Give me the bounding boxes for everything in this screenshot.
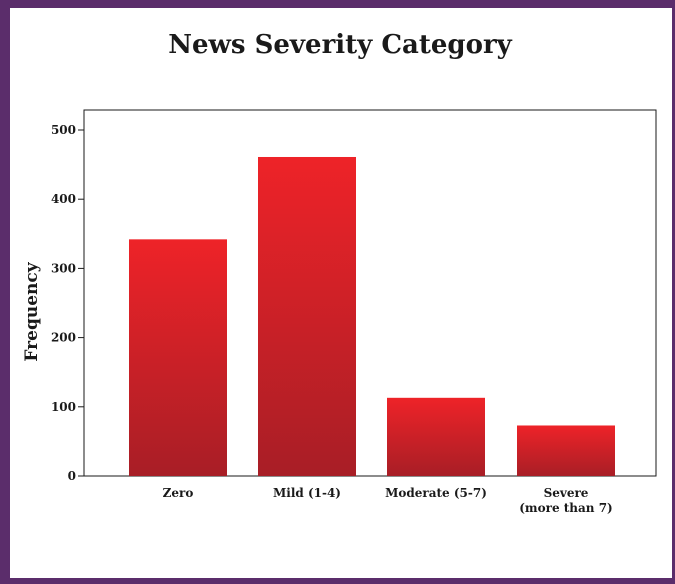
- bar: [517, 425, 615, 476]
- y-tick-label: 400: [51, 192, 76, 206]
- y-tick-label: 200: [51, 331, 76, 345]
- y-tick-label: 0: [68, 469, 76, 483]
- x-tick-label: Severe: [544, 486, 589, 500]
- x-axis: Zero Mild (1-4) Moderate (5-7) Severe(more …: [163, 486, 613, 515]
- plot-area: [83, 109, 657, 477]
- y-tick-label: 500: [51, 123, 76, 137]
- chart-title: News Severity Category: [168, 30, 512, 60]
- x-tick-label: Zero: [163, 486, 194, 500]
- x-tick-label: (more than 7): [519, 501, 613, 515]
- bar: [129, 239, 227, 476]
- bar: [258, 156, 356, 476]
- y-tick-label: 100: [51, 400, 76, 414]
- bar: [387, 397, 485, 476]
- x-tick-label: Mild (1-4): [273, 486, 341, 500]
- x-tick-label: Moderate (5-7): [385, 486, 487, 500]
- y-axis-label: Frequency: [22, 261, 42, 361]
- y-tick-label: 300: [51, 261, 76, 275]
- bars: [129, 156, 615, 476]
- y-axis: 0 100 200 300 400 500: [51, 123, 84, 483]
